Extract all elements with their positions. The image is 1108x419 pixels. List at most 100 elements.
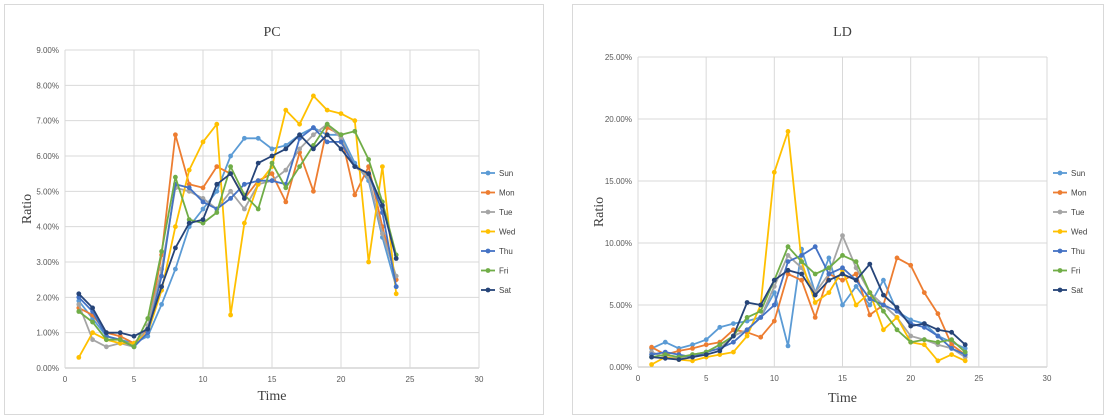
data-point-sat xyxy=(785,267,791,273)
data-point-wed xyxy=(393,291,399,297)
legend-marker-wed xyxy=(1057,229,1063,234)
y-tick-label: 8.00% xyxy=(36,81,59,90)
legend-item-tue: Tue xyxy=(481,208,513,217)
data-point-wed xyxy=(242,220,247,226)
data-point-sat xyxy=(255,160,261,166)
data-point-mon xyxy=(269,171,275,177)
y-tick-label: 2.00% xyxy=(36,293,59,302)
data-point-fri xyxy=(785,244,791,250)
data-point-fri xyxy=(826,265,832,271)
data-point-thu xyxy=(867,296,873,302)
legend-marker-fri xyxy=(485,268,491,273)
data-point-wed xyxy=(785,129,791,134)
legend-marker-sun xyxy=(1057,170,1063,176)
data-point-mon xyxy=(921,290,927,295)
data-point-fri xyxy=(117,337,123,343)
y-tick-label: 5.00% xyxy=(36,187,59,196)
data-point-fri xyxy=(297,164,302,170)
data-point-wed xyxy=(324,107,330,113)
data-point-tue xyxy=(380,231,385,237)
data-point-fri xyxy=(255,206,261,212)
data-point-fri xyxy=(867,290,873,295)
data-point-sat xyxy=(324,132,330,138)
data-point-tue xyxy=(76,302,82,307)
data-point-wed xyxy=(949,352,954,357)
data-point-fri xyxy=(324,121,330,127)
legend-item-sat: Sat xyxy=(481,286,512,295)
data-point-thu xyxy=(269,178,275,184)
chart-panel-pc: PC 0.00% 1.00% 2.00% 3.00% 4.00% 5.00% 6.00% 7.0… xyxy=(4,4,544,415)
data-point-fri xyxy=(853,259,859,264)
data-point-thu xyxy=(826,271,832,277)
x-tick-label: 5 xyxy=(132,375,137,384)
data-point-fri xyxy=(200,220,206,226)
data-point-sat xyxy=(145,326,151,332)
y-tick-label: 9.00% xyxy=(36,46,59,55)
data-point-mon xyxy=(352,192,358,198)
data-point-sat xyxy=(744,300,750,305)
data-point-mon xyxy=(117,333,123,339)
data-point-sat xyxy=(338,146,344,152)
legend-item-wed: Wed xyxy=(1053,228,1087,237)
data-point-thu xyxy=(228,196,234,201)
x-tick-label: 25 xyxy=(974,374,983,383)
data-point-fri xyxy=(758,308,764,314)
data-point-tue xyxy=(908,333,914,339)
data-point-fri xyxy=(921,337,927,343)
data-point-sat xyxy=(214,181,220,187)
data-point-sat xyxy=(186,220,192,226)
y-tick-label: 6.00% xyxy=(36,152,59,161)
data-point-sat xyxy=(159,284,165,290)
data-point-sat xyxy=(853,277,859,283)
y-tick-label: 0.00% xyxy=(36,364,59,373)
data-point-fri xyxy=(90,319,95,325)
data-point-wed xyxy=(200,139,206,145)
x-tick-label: 0 xyxy=(636,374,641,383)
x-tick-label: 0 xyxy=(63,375,68,384)
data-point-tue xyxy=(90,337,95,343)
data-point-sun xyxy=(662,339,668,345)
data-point-mon xyxy=(840,277,845,283)
data-point-sat xyxy=(366,171,371,177)
data-point-sat xyxy=(703,352,709,357)
data-point-sun xyxy=(731,321,736,326)
legend-item-fri: Fri xyxy=(481,267,509,276)
data-point-fri xyxy=(840,253,845,258)
data-point-sat xyxy=(380,203,385,208)
data-point-tue xyxy=(311,132,316,138)
data-point-sun xyxy=(826,255,832,261)
data-point-mon xyxy=(690,346,695,351)
legend-label-wed: Wed xyxy=(499,228,515,237)
legend-item-wed: Wed xyxy=(481,228,515,237)
y-axis-title-ld: Ratio xyxy=(592,197,607,227)
data-point-sat xyxy=(117,330,123,336)
data-point-mon xyxy=(703,342,709,348)
data-point-fri xyxy=(881,308,886,314)
x-axis-title-pc: Time xyxy=(257,389,286,404)
data-point-sat xyxy=(799,271,804,277)
x-axis-title-ld: Time xyxy=(828,391,857,406)
data-point-wed xyxy=(649,362,654,367)
data-point-tue xyxy=(283,167,289,173)
data-point-sat xyxy=(269,153,275,159)
data-point-fri xyxy=(338,132,344,138)
data-point-sun xyxy=(690,342,695,348)
data-point-wed xyxy=(352,118,358,124)
legend-item-sun: Sun xyxy=(481,169,513,178)
legend-marker-sun xyxy=(485,170,491,176)
legend-label-wed: Wed xyxy=(1071,228,1087,237)
legend-item-tue: Tue xyxy=(1053,208,1085,217)
legend-item-sat: Sat xyxy=(1053,286,1084,295)
data-point-thu xyxy=(200,199,206,205)
data-point-sun xyxy=(867,302,873,308)
data-point-wed xyxy=(228,312,234,318)
data-point-sat xyxy=(717,348,723,354)
data-point-sat xyxy=(949,329,954,335)
data-point-wed xyxy=(186,167,192,173)
legend-label-tue: Tue xyxy=(499,208,513,217)
data-point-tue xyxy=(228,188,234,194)
data-point-mon xyxy=(758,334,764,340)
data-point-sat xyxy=(242,196,247,201)
data-point-fri xyxy=(159,249,165,254)
data-point-fri xyxy=(269,160,275,166)
